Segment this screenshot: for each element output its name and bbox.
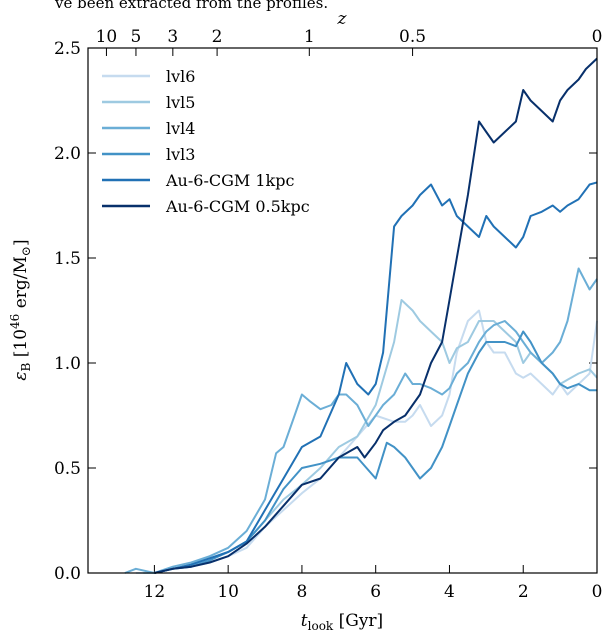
series-group — [124, 57, 598, 574]
y-axis-label-unit-pre: [10 — [11, 329, 31, 363]
x-tick-label: 4 — [444, 582, 455, 602]
y-axis-label-main: ε — [11, 371, 31, 380]
x-tick-label: 10 — [217, 582, 239, 602]
x-tick-label: 0 — [592, 582, 603, 602]
legend-label-2: lvl5 — [166, 93, 195, 112]
series-line-5 — [154, 181, 598, 574]
legend-label-1: lvl6 — [166, 67, 195, 86]
top-tick-label: 2 — [212, 27, 223, 47]
y-tick-label: 2.5 — [54, 39, 81, 59]
y-axis-label-sub: B — [19, 362, 33, 371]
y-tick-label: 0.0 — [54, 564, 81, 584]
top-tick-label: 0.5 — [399, 27, 426, 47]
y-tick-label: 1.0 — [54, 354, 81, 374]
x-axis-label-main: t — [301, 611, 308, 631]
plot-frame — [87, 47, 598, 574]
y-axis-label-unit-post: erg/M — [11, 256, 31, 314]
legend: lvl6 lvl5 lvl4 lvl3 Au-6-CGM 1kpc Au-6-CGM 0.… — [102, 67, 310, 216]
top-axis-label: z — [337, 9, 348, 29]
x-tick-label: 2 — [518, 582, 529, 602]
series-line-6 — [154, 57, 598, 574]
x-axis-label: tlook [Gyr] — [301, 611, 383, 633]
top-tick-label: 10 — [96, 27, 118, 47]
x-tick-label: 12 — [144, 582, 166, 602]
x-axis: 12 10 8 6 4 2 0 — [144, 565, 603, 602]
legend-label-6: Au-6-CGM 0.5kpc — [165, 197, 310, 216]
y-tick-label: 1.5 — [54, 249, 81, 269]
top-tick-label: 5 — [131, 27, 142, 47]
y-axis-label-unit-close: ] — [11, 239, 31, 246]
x-axis-label-sub: look — [308, 619, 334, 633]
top-axis: 10 5 3 2 1 0.5 0 — [96, 27, 603, 56]
x-tick-label: 6 — [370, 582, 381, 602]
y-axis: 0.0 0.5 1.0 1.5 2.0 2.5 — [54, 39, 597, 584]
series-line-1 — [135, 309, 598, 574]
legend-label-5: Au-6-CGM 1kpc — [165, 171, 294, 190]
x-tick-label: 8 — [297, 582, 308, 602]
top-tick-label: 3 — [167, 27, 178, 47]
y-tick-label: 2.0 — [54, 144, 81, 164]
top-tick-label: 1 — [304, 27, 315, 47]
legend-label-4: lvl3 — [166, 145, 195, 164]
header-text: ve been extracted from the profiles. — [54, 0, 328, 12]
top-tick-label: 0 — [592, 27, 603, 47]
legend-label-3: lvl4 — [166, 119, 195, 138]
series-line-3 — [124, 267, 598, 574]
y-axis-label-unit-exp: 46 — [8, 314, 22, 329]
y-tick-label: 0.5 — [54, 459, 81, 479]
y-axis-label: εB [1046 erg/M⊙] — [8, 239, 33, 380]
x-axis-label-unit: [Gyr] — [333, 611, 383, 631]
series-line-4 — [154, 330, 597, 574]
y-axis-label-unit-sun: ⊙ — [19, 246, 33, 256]
